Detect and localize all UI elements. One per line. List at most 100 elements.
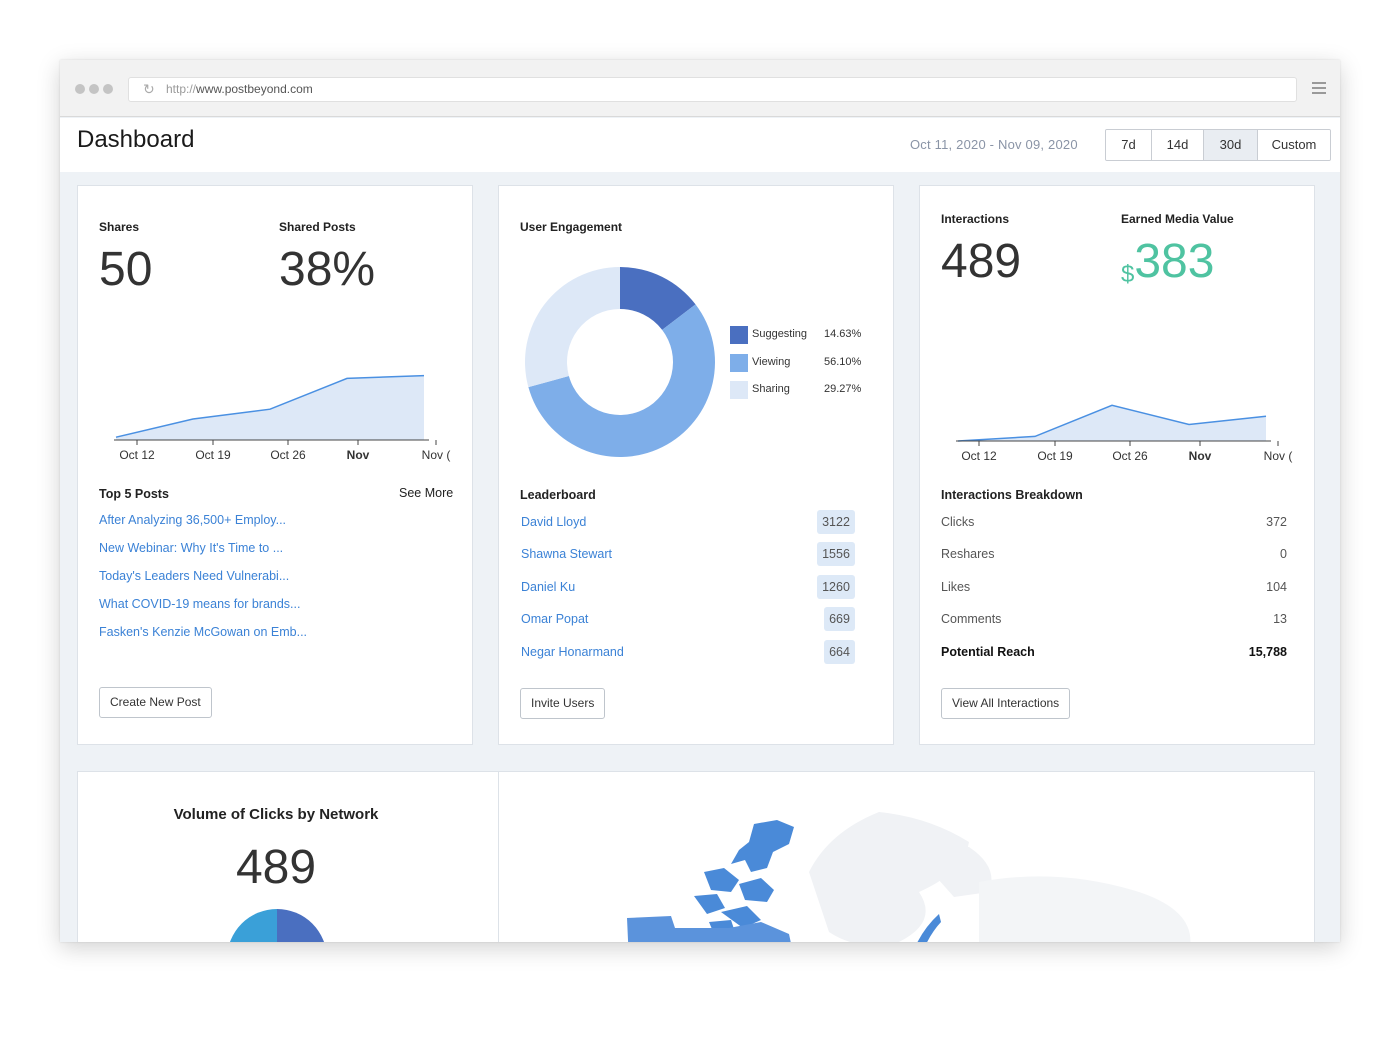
leaderboard-score-badge: 1556 bbox=[817, 542, 855, 566]
url-host: www.postbeyond.com bbox=[196, 82, 313, 96]
top-posts-label: Top 5 Posts bbox=[99, 487, 169, 501]
hamburger-menu-icon[interactable] bbox=[1312, 82, 1326, 95]
range-custom-button[interactable]: Custom bbox=[1258, 130, 1330, 160]
chart-area-fill bbox=[116, 375, 424, 440]
page-title: Dashboard bbox=[77, 126, 195, 153]
map-canada-island bbox=[721, 906, 761, 928]
chart-x-tick-label: Oct 19 bbox=[195, 448, 231, 462]
legend-percent: 14.63% bbox=[824, 328, 862, 340]
leaderboard-user-link[interactable]: David Lloyd bbox=[521, 515, 587, 529]
see-more-link[interactable]: See More bbox=[399, 486, 454, 500]
breakdown-label: Interactions Breakdown bbox=[941, 488, 1083, 502]
dashboard-header: Dashboard Oct 11, 2020 - Nov 09, 2020 7d… bbox=[60, 118, 1340, 172]
reload-icon[interactable]: ↻ bbox=[143, 81, 155, 97]
map-eurasia-region bbox=[979, 876, 1191, 942]
range-7d-button[interactable]: 7d bbox=[1106, 130, 1152, 160]
shared-posts-value: 38% bbox=[279, 243, 376, 296]
legend-swatch bbox=[730, 354, 748, 372]
interactions-area-chart bbox=[956, 404, 1279, 446]
map-canada-island bbox=[739, 878, 774, 902]
donut-slice-viewing bbox=[528, 304, 715, 458]
invite-users-button[interactable]: Invite Users bbox=[520, 688, 606, 719]
clicks-card-title: Volume of Clicks by Network bbox=[173, 806, 379, 823]
clicks-network-pie bbox=[230, 909, 324, 942]
breakdown-value: 15,788 bbox=[1248, 645, 1287, 659]
legend-label: Sharing bbox=[752, 383, 790, 395]
donut-slice-sharing bbox=[525, 267, 620, 388]
breakdown-name: Reshares bbox=[941, 547, 995, 561]
chart-x-tick-label: Nov ( bbox=[421, 448, 451, 462]
legend-swatch bbox=[730, 381, 748, 399]
engagement-card: User Engagement Suggesting 14.63% Viewin… bbox=[498, 185, 894, 745]
map-canada-mainland bbox=[627, 916, 791, 942]
shares-area-chart bbox=[114, 374, 437, 445]
map-canada-island bbox=[694, 894, 725, 914]
interactions-card: Interactions 489 Earned Media Value $383… bbox=[919, 185, 1315, 745]
chart-x-tick-label: Nov bbox=[1188, 449, 1212, 463]
interactions-value: 489 bbox=[941, 235, 1022, 288]
browser-window: ↻ http://www.postbeyond.com Dashboard Oc… bbox=[60, 60, 1340, 942]
map-region bbox=[914, 845, 992, 897]
chart-x-tick-label: Oct 12 bbox=[119, 448, 155, 462]
donut-slice-suggesting bbox=[620, 267, 696, 330]
shares-label: Shares bbox=[99, 220, 140, 234]
legend-label: Suggesting bbox=[752, 328, 808, 340]
network-pie-slice bbox=[230, 909, 277, 942]
shared-posts-label: Shared Posts bbox=[279, 220, 356, 234]
top-post-link[interactable]: New Webinar: Why It's Time to ... bbox=[99, 541, 284, 555]
breakdown-value: 0 bbox=[1280, 547, 1287, 561]
breakdown-name: Potential Reach bbox=[941, 645, 1035, 659]
leaderboard-score-badge: 669 bbox=[824, 607, 855, 631]
chart-x-tick-label: Oct 12 bbox=[961, 449, 997, 463]
chart-x-tick-label: Oct 26 bbox=[270, 448, 306, 462]
range-14d-button[interactable]: 14d bbox=[1152, 130, 1204, 160]
range-30d-button[interactable]: 30d bbox=[1204, 130, 1258, 160]
top-post-link[interactable]: Fasken's Kenzie McGowan on Emb... bbox=[99, 625, 308, 639]
chart-series-line bbox=[115, 374, 425, 438]
leaderboard-score-badge: 664 bbox=[824, 640, 855, 664]
view-all-interactions-button[interactable]: View All Interactions bbox=[941, 688, 1071, 719]
chart-x-tick-label: Oct 26 bbox=[1112, 449, 1148, 463]
breakdown-value: 104 bbox=[1266, 580, 1287, 594]
emv-currency: $ bbox=[1121, 261, 1135, 288]
emv-value-group: $383 bbox=[1121, 234, 1214, 289]
chart-area-fill bbox=[958, 405, 1266, 441]
leaderboard-score-badge: 3122 bbox=[817, 510, 855, 534]
shares-card: Shares 50 Shared Posts 38% Top 5 Posts S… bbox=[77, 185, 473, 745]
leaderboard-user-link[interactable]: Omar Popat bbox=[521, 612, 589, 626]
create-new-post-button[interactable]: Create New Post bbox=[99, 687, 212, 718]
window-dot-minimize[interactable] bbox=[89, 84, 99, 94]
breakdown-name: Likes bbox=[941, 580, 971, 594]
address-bar[interactable]: ↻ http://www.postbeyond.com bbox=[128, 77, 1297, 102]
leaderboard-score-badge: 1260 bbox=[817, 575, 855, 599]
map-canada-island bbox=[704, 868, 739, 892]
engagement-donut-chart bbox=[525, 267, 715, 458]
date-range-text: Oct 11, 2020 - Nov 09, 2020 bbox=[910, 137, 1078, 152]
legend-percent: 56.10% bbox=[824, 356, 862, 368]
window-dot-close[interactable] bbox=[75, 84, 85, 94]
shares-value: 50 bbox=[99, 243, 153, 296]
browser-chrome: ↻ http://www.postbeyond.com bbox=[60, 60, 1340, 117]
map-greenland-region bbox=[809, 812, 969, 942]
legend-swatch bbox=[730, 326, 748, 344]
url-protocol: http:// bbox=[166, 82, 197, 96]
legend-label: Viewing bbox=[752, 356, 791, 368]
breakdown-name: Comments bbox=[941, 612, 1002, 626]
window-dot-maximize[interactable] bbox=[103, 84, 113, 94]
top-post-link[interactable]: Today's Leaders Need Vulnerabi... bbox=[99, 569, 290, 583]
map-norway-region bbox=[917, 914, 941, 942]
chart-x-tick-label: Nov bbox=[346, 448, 370, 462]
clicks-card-value: 489 bbox=[235, 841, 317, 894]
leaderboard-user-link[interactable]: Shawna Stewart bbox=[521, 547, 613, 561]
chart-x-tick-label: Oct 19 bbox=[1037, 449, 1073, 463]
leaderboard-label: Leaderboard bbox=[520, 488, 596, 502]
top-post-link[interactable]: What COVID-19 means for brands... bbox=[99, 597, 301, 611]
breakdown-value: 13 bbox=[1273, 612, 1287, 626]
chart-x-tick-label: Nov ( bbox=[1263, 449, 1293, 463]
breakdown-name: Clicks bbox=[941, 515, 975, 529]
world-map bbox=[627, 812, 1191, 942]
leaderboard-user-link[interactable]: Negar Honarmand bbox=[521, 645, 624, 659]
top-post-link[interactable]: After Analyzing 36,500+ Employ... bbox=[99, 513, 287, 527]
breakdown-value: 372 bbox=[1266, 515, 1287, 529]
leaderboard-user-link[interactable]: Daniel Ku bbox=[521, 580, 576, 594]
